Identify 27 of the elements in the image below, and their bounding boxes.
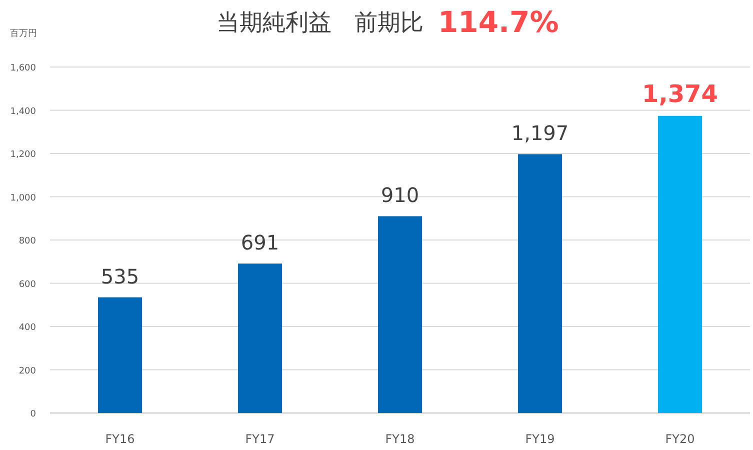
y-tick-label: 0 <box>30 410 36 420</box>
text: 114.7% <box>438 5 559 39</box>
x-tick-label: FY17 <box>245 432 275 446</box>
data-label: 910 <box>380 183 420 208</box>
x-tick-label: FY16 <box>105 432 135 446</box>
x-tick-label: FY18 <box>385 432 415 446</box>
y-tick-label: 200 <box>18 366 36 376</box>
data-label: 1,197 <box>511 121 569 146</box>
x-tick-label: FY19 <box>525 432 555 446</box>
x-tick-label: FY20 <box>665 432 695 446</box>
data-label: 691 <box>240 230 280 255</box>
data-label: 1,374 <box>642 80 718 108</box>
y-tick-label: 1,000 <box>10 193 36 204</box>
y-tick-label: 1,400 <box>10 106 36 117</box>
y-tick-label: 600 <box>18 280 36 290</box>
y-tick-label: 400 <box>18 323 36 333</box>
bar <box>238 264 282 413</box>
bar <box>378 216 422 413</box>
y-tick-label: 1,200 <box>10 150 36 160</box>
bar <box>98 297 142 413</box>
data-label: 535 <box>100 264 140 288</box>
y-axis-title: 百万円 <box>10 29 37 39</box>
bar <box>658 116 702 413</box>
chart-title: 当期純利益 前期比 <box>216 10 424 36</box>
bar <box>518 154 562 413</box>
y-tick-label: 800 <box>18 236 36 246</box>
y-tick-label: 1,600 <box>10 64 36 74</box>
